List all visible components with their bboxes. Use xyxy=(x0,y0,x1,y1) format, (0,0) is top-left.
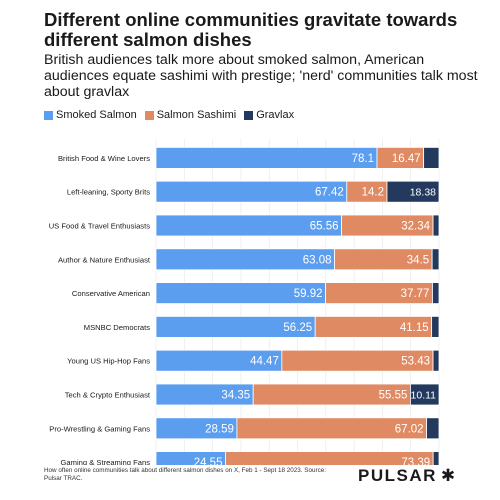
bar-gravlax-gaming-streaming-fans xyxy=(433,452,439,465)
category-label-msnbc-democrats: MSNBC Democrats xyxy=(84,323,150,332)
data-label-gravlax-left-leaning-sporty-brits: 18.38 xyxy=(410,187,436,199)
category-label-british-food-wine-lovers: British Food & Wine Lovers xyxy=(58,154,150,163)
data-label-smoked-salmon-pro-wrestling-gaming-fans: 28.59 xyxy=(205,423,234,435)
category-label-tech-crypto-enthusiast: Tech & Crypto Enthusiast xyxy=(65,391,151,400)
category-label-conservative-american: Conservative American xyxy=(72,289,150,298)
data-label-gravlax-tech-crypto-enthusiast: 10.11 xyxy=(411,390,437,402)
bar-gravlax-pro-wrestling-gaming-fans xyxy=(427,418,439,439)
bar-gravlax-british-food-wine-lovers xyxy=(424,147,439,168)
data-label-smoked-salmon-gaming-streaming-fans: 24.55 xyxy=(194,457,223,465)
bar-gravlax-young-us-hip-hop-fans xyxy=(433,350,439,371)
data-label-smoked-salmon-msnbc-democrats: 56.25 xyxy=(283,322,312,334)
data-label-smoked-salmon-tech-crypto-enthusiast: 34.35 xyxy=(221,390,250,402)
data-label-salmon-sashimi-gaming-streaming-fans: 73.39 xyxy=(401,457,430,465)
bar-gravlax-msnbc-democrats xyxy=(432,316,439,337)
category-label-left-leaning-sporty-brits: Left-leaning, Sporty Brits xyxy=(67,188,150,197)
data-label-smoked-salmon-us-food-travel-enthusiasts: 65.56 xyxy=(310,221,339,233)
bar-gravlax-us-food-travel-enthusiasts xyxy=(433,215,439,236)
data-label-smoked-salmon-left-leaning-sporty-brits: 67.42 xyxy=(315,187,344,199)
footnote: How often online communities talk about … xyxy=(44,467,344,483)
category-label-author-nature-enthusiast: Author & Nature Enthusiast xyxy=(58,255,151,264)
data-label-salmon-sashimi-msnbc-democrats: 41.15 xyxy=(400,322,429,334)
category-label-pro-wrestling-gaming-fans: Pro-Wrestling & Gaming Fans xyxy=(49,424,150,433)
data-label-salmon-sashimi-author-nature-enthusiast: 34.5 xyxy=(407,254,429,266)
brand-logo: PULSAR ✱ xyxy=(358,466,457,486)
category-label-young-us-hip-hop-fans: Young US Hip-Hop Fans xyxy=(67,357,150,366)
bar-gravlax-author-nature-enthusiast xyxy=(432,249,439,270)
data-label-smoked-salmon-author-nature-enthusiast: 63.08 xyxy=(303,254,332,266)
data-label-smoked-salmon-british-food-wine-lovers: 78.1 xyxy=(352,153,374,165)
category-label-us-food-travel-enthusiasts: US Food & Travel Enthusiasts xyxy=(49,222,150,231)
data-label-salmon-sashimi-us-food-travel-enthusiasts: 32.34 xyxy=(401,221,430,233)
data-label-salmon-sashimi-british-food-wine-lovers: 16.47 xyxy=(392,153,421,165)
brand-name: PULSAR xyxy=(358,466,437,486)
category-label-gaming-streaming-fans: Gaming & Streaming Fans xyxy=(61,458,151,465)
bar-smoked-salmon-british-food-wine-lovers xyxy=(156,147,377,168)
data-label-salmon-sashimi-pro-wrestling-gaming-fans: 67.02 xyxy=(395,423,424,435)
data-label-smoked-salmon-young-us-hip-hop-fans: 44.47 xyxy=(250,356,279,368)
data-label-salmon-sashimi-young-us-hip-hop-fans: 53.43 xyxy=(401,356,430,368)
bar-gravlax-conservative-american xyxy=(432,283,439,304)
brand-mark-icon: ✱ xyxy=(441,466,457,486)
data-label-salmon-sashimi-left-leaning-sporty-brits: 14.2 xyxy=(362,187,384,199)
data-label-smoked-salmon-conservative-american: 59.92 xyxy=(294,288,323,300)
data-label-salmon-sashimi-conservative-american: 37.77 xyxy=(401,288,430,300)
stacked-bar-chart: British Food & Wine Lovers 78.1 16.47 Left-… xyxy=(0,0,500,465)
data-label-salmon-sashimi-tech-crypto-enthusiast: 55.55 xyxy=(379,390,408,402)
